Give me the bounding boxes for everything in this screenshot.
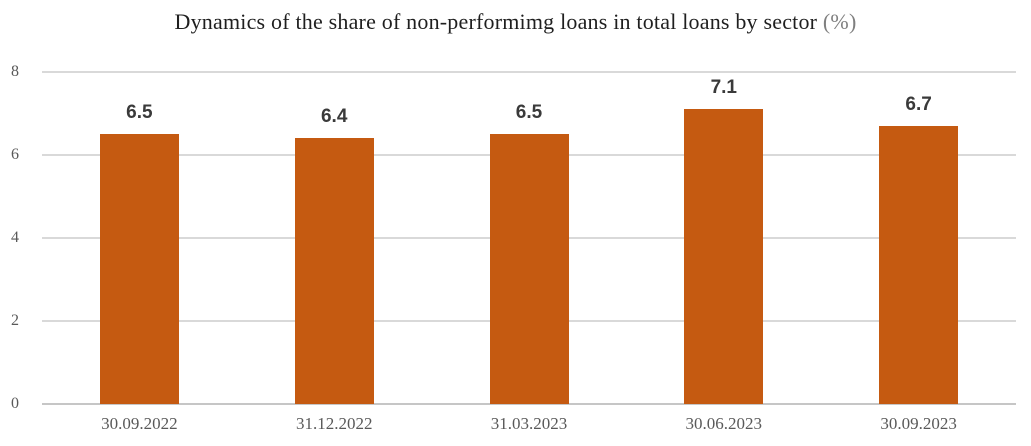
bar-value-label: 6.5 [126,102,153,124]
bar [684,109,764,404]
y-axis-tick-label: 0 [11,395,19,412]
gridline [42,71,1016,73]
chart-title-text: Dynamics of the share of non-performimg … [174,9,818,34]
bar [879,125,959,404]
x-axis-tick-label: 30.06.2023 [685,414,763,433]
x-axis-tick-label: 30.09.2023 [880,414,957,433]
x-axis-tick-label: 30.09.2022 [101,414,178,433]
y-axis-tick-label: 8 [11,63,19,80]
x-axis-tick-label: 31.12.2022 [295,414,373,433]
bar-value-label: 6.7 [905,93,932,115]
bar [294,138,374,404]
y-axis-tick-label: 2 [11,312,19,329]
bar [99,134,179,404]
x-axis-line [42,403,1016,405]
bar-value-label: 6.4 [320,106,348,128]
chart-title-percent-suffix: (%) [817,9,857,34]
bar-value-label: 6.5 [515,102,543,124]
x-axis-tick-label: 31.03.2023 [490,414,568,433]
y-axis-tick-label: 6 [11,146,19,163]
bar-value-label: 7.1 [710,77,737,99]
y-axis-tick-label: 4 [11,229,19,246]
chart-title: Dynamics of the share of non-performimg … [0,9,1031,35]
bar [489,134,569,404]
